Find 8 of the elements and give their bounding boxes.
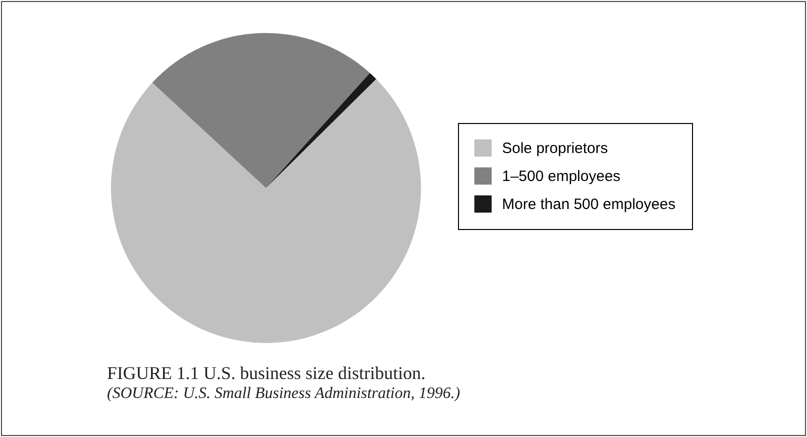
pie-slice [266, 72, 376, 188]
legend-label: Sole proprietors [502, 140, 608, 157]
text: FIGURE 1.1 U.S. business size distribution. [107, 363, 426, 383]
pie-slice [111, 79, 421, 343]
text: (SOURCE: U.S. Small Business Administration, 1996.) [107, 385, 460, 402]
pie-slice [152, 33, 370, 188]
legend-label: 1–500 employees [502, 168, 620, 185]
legend-label: More than 500 employees [502, 196, 676, 213]
